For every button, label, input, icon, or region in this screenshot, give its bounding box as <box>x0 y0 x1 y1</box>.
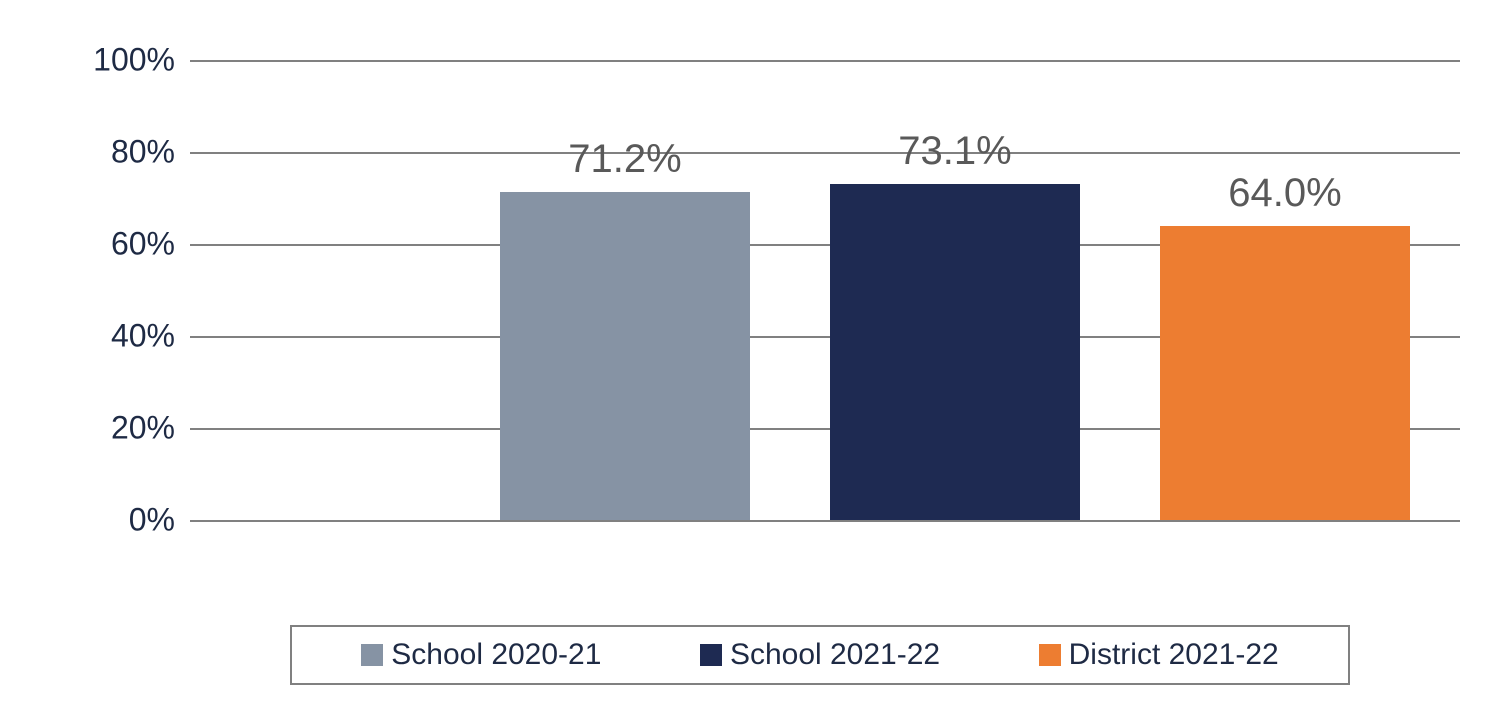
bar <box>830 184 1080 520</box>
legend-item: School 2021-22 <box>700 638 940 672</box>
legend-item: District 2021-22 <box>1039 638 1279 672</box>
legend-label: District 2021-22 <box>1069 638 1279 672</box>
y-axis-tick-label: 100% <box>93 42 175 79</box>
gridline <box>190 520 1460 522</box>
bar <box>500 192 750 520</box>
bar-chart: 0%20%40%60%80%100%71.2%73.1%64.0% <box>100 60 1460 560</box>
y-axis-tick-label: 20% <box>111 410 175 447</box>
gridline <box>190 60 1460 62</box>
y-axis-tick-label: 40% <box>111 318 175 355</box>
y-axis-tick-label: 60% <box>111 226 175 263</box>
legend-swatch <box>1039 644 1061 666</box>
legend-label: School 2020-21 <box>391 638 601 672</box>
legend-swatch <box>361 644 383 666</box>
data-label: 71.2% <box>568 137 681 182</box>
gridline <box>190 152 1460 154</box>
plot-area: 0%20%40%60%80%100%71.2%73.1%64.0% <box>190 60 1460 520</box>
legend-item: School 2020-21 <box>361 638 601 672</box>
data-label: 73.1% <box>898 129 1011 174</box>
legend-label: School 2021-22 <box>730 638 940 672</box>
y-axis-tick-label: 80% <box>111 134 175 171</box>
y-axis-tick-label: 0% <box>129 502 175 539</box>
data-label: 64.0% <box>1228 171 1341 216</box>
legend-swatch <box>700 644 722 666</box>
chart-legend: School 2020-21 School 2021-22 District 202… <box>290 625 1350 685</box>
bar <box>1160 226 1410 520</box>
